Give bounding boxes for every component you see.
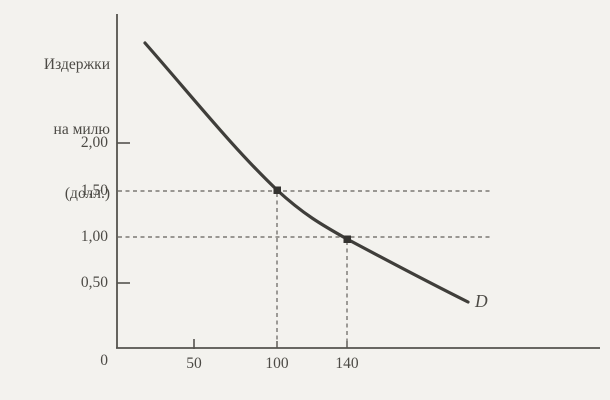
y-axis-title-line-1: Издержки [43, 56, 110, 73]
y-axis-title: Издержки на милю (долл.) [0, 11, 110, 248]
x-tick-label-100: 100 [265, 355, 289, 372]
origin-label: 0 [100, 352, 108, 369]
x-tick-label-50: 50 [186, 355, 202, 372]
point-marker-140-1-00 [343, 235, 351, 243]
point-marker-100-1-50 [273, 186, 281, 194]
y-tick-label-2-00: 2,00 [80, 134, 108, 151]
x-axis-title: Количество миль в неделю [440, 354, 602, 400]
y-tick-label-1-50: 1,50 [80, 182, 108, 199]
curve-label-d: D [475, 291, 488, 311]
y-tick-label-1-00: 1,00 [80, 228, 108, 245]
y-tick-label-0-50: 0,50 [80, 274, 108, 291]
y-axis-title-line-3: (долл.) [64, 185, 110, 202]
y-axis-title-line-2: на милю [53, 120, 110, 138]
demand-curve-line [143, 41, 470, 304]
x-tick-label-140: 140 [335, 355, 359, 372]
x-axis-title-line-1: Количество [440, 396, 602, 400]
